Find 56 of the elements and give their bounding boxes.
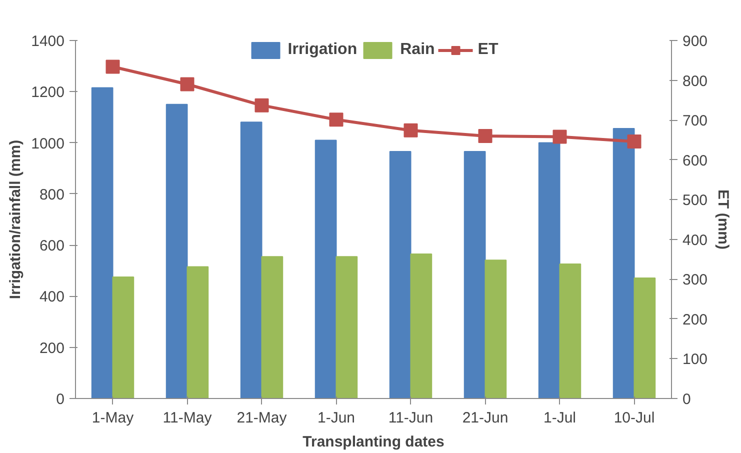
y2-tick-label: 500	[682, 192, 708, 210]
bar	[314, 140, 337, 398]
bar	[240, 122, 262, 398]
y-tick-label: 1400	[31, 33, 65, 50]
x-tick-label: 1-Jul	[543, 410, 576, 426]
y2-tick-label: 100	[682, 351, 708, 368]
y2-tick-label: 200	[682, 311, 708, 328]
legend-label: Irrigation	[288, 41, 358, 59]
bar	[634, 278, 656, 398]
y-tick-label: 0	[56, 391, 64, 408]
x-tick-label: 11-Jun	[388, 410, 434, 426]
x-tick-label: 1-May	[92, 410, 134, 426]
bar	[166, 104, 188, 398]
bar	[336, 256, 358, 398]
y-tick-label: 1200	[31, 84, 65, 102]
y2-axis-title: ET (mm)	[714, 190, 732, 250]
point	[180, 77, 194, 92]
y-tick-label: 600	[39, 238, 65, 255]
y2-tick-label: 400	[682, 232, 708, 249]
bar	[538, 142, 560, 398]
bar	[484, 260, 507, 398]
point	[627, 134, 642, 149]
point	[329, 112, 344, 127]
y-tick-label: 1000	[31, 135, 65, 152]
x-tick-label: 10-Jul	[614, 410, 655, 426]
x-tick-label: 21-May	[236, 410, 288, 426]
bar	[389, 150, 412, 398]
bar	[410, 254, 432, 398]
y-tick-label: 800	[39, 186, 65, 204]
point	[404, 123, 418, 138]
y-tick-label: 400	[39, 288, 65, 306]
bar	[559, 263, 582, 398]
legend-label: ET	[478, 41, 498, 59]
bar	[261, 256, 284, 398]
bar	[612, 128, 635, 398]
bar	[91, 87, 114, 398]
y2-tick-label: 0	[682, 391, 691, 408]
y2-tick-label: 700	[682, 112, 708, 130]
x-tick-label: 11-May	[162, 410, 212, 426]
x-tick-label: 1-Jun	[317, 410, 356, 426]
point	[254, 98, 269, 112]
y2-tick-label: 800	[682, 72, 708, 90]
point	[552, 130, 567, 144]
bar	[464, 150, 486, 398]
y2-tick-label: 300	[682, 272, 708, 289]
point	[106, 60, 120, 74]
legend-label: Rain	[400, 41, 435, 59]
x-axis-title: Transplanting dates	[302, 434, 444, 450]
bar	[186, 266, 209, 398]
x-tick-label: 21-Jun	[462, 410, 508, 426]
y-tick-label: 200	[39, 340, 65, 357]
y2-tick-label: 600	[682, 152, 708, 170]
y-axis-title: Irrigation/rainfall (mm)	[7, 140, 24, 300]
point	[478, 128, 492, 143]
y2-tick-label: 900	[682, 33, 708, 50]
bar	[112, 276, 134, 398]
